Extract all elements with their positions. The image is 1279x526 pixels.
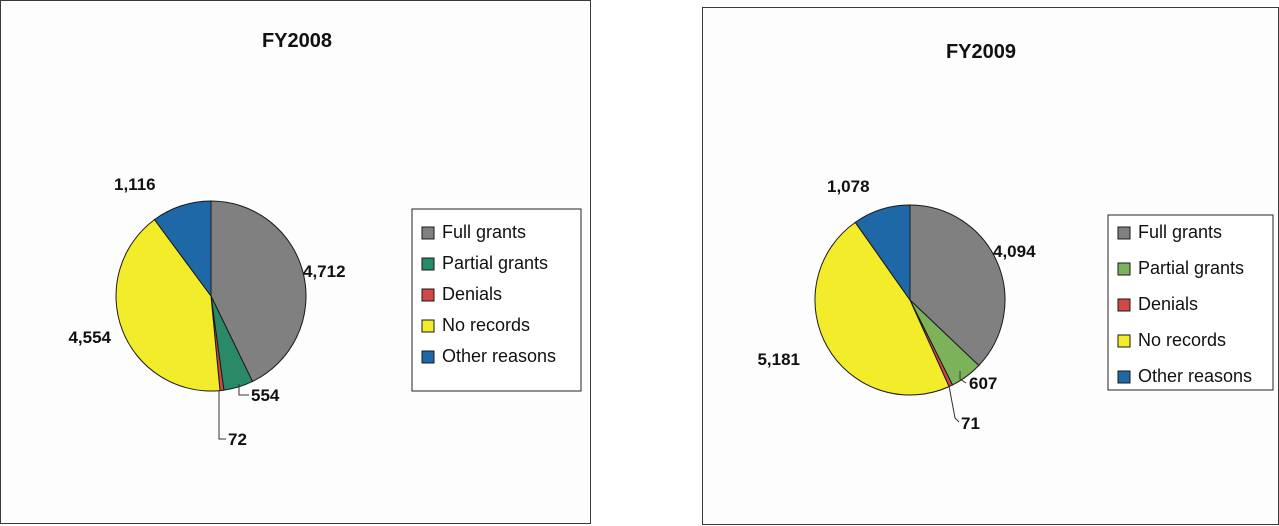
data-label: 5,181 bbox=[757, 350, 800, 369]
data-label: 71 bbox=[961, 414, 980, 433]
leader-line bbox=[959, 371, 967, 384]
legend-label-denials: Denials bbox=[442, 284, 502, 304]
pie-slice-no-records bbox=[814, 221, 950, 396]
legend-label-partial-grants: Partial grants bbox=[1138, 258, 1244, 278]
leader-line bbox=[948, 385, 960, 423]
legend-label-denials: Denials bbox=[1138, 294, 1198, 314]
pie-slice-full-grants bbox=[909, 204, 1006, 367]
legend-label-full-grants: Full grants bbox=[442, 222, 526, 242]
data-label: 1,116 bbox=[114, 175, 156, 194]
pie-slice-other-reasons bbox=[854, 204, 911, 302]
pie-slice-other-reasons bbox=[153, 200, 212, 298]
legend-swatch-no-records bbox=[1117, 334, 1131, 348]
pie-slice-full-grants bbox=[210, 200, 307, 383]
legend-swatch-denials bbox=[1117, 298, 1131, 312]
pie-slice-no-records bbox=[115, 218, 221, 392]
legend-label-partial-grants: Partial grants bbox=[442, 253, 548, 273]
chart-title: FY2008 bbox=[262, 30, 332, 52]
pie-chart-fy2008: FY2008 4,712 554 72 4,554 1,116 Full grants Pa… bbox=[68, 30, 582, 449]
pie-chart-fy2009: FY2009 4,094 607 71 5,181 1,078 Full grants Pa… bbox=[757, 41, 1274, 433]
data-label: 1,078 bbox=[827, 177, 870, 196]
data-label: 554 bbox=[251, 386, 280, 405]
legend-label-no-records: No records bbox=[1138, 330, 1226, 350]
legend-label-full-grants: Full grants bbox=[1138, 222, 1222, 242]
chart-panel-fy2008: FY2008 4,712 554 72 4,554 1,116 Full grants Pa… bbox=[0, 0, 591, 524]
legend-label-other-reasons: Other reasons bbox=[442, 346, 556, 366]
legend-swatch-no-records bbox=[421, 319, 435, 333]
legend-swatch-full-grants bbox=[421, 226, 435, 240]
data-label: 4,094 bbox=[993, 242, 1036, 261]
legend-swatch-denials bbox=[421, 288, 435, 302]
legend-swatch-partial-grants bbox=[1117, 262, 1131, 276]
legend-swatch-other-reasons bbox=[421, 350, 435, 364]
legend-swatch-other-reasons bbox=[1117, 370, 1131, 384]
data-label: 607 bbox=[969, 374, 997, 393]
data-label: 4,712 bbox=[303, 262, 346, 281]
chart-title: FY2009 bbox=[946, 41, 1016, 63]
legend-box bbox=[411, 208, 582, 392]
leader-line bbox=[218, 391, 226, 440]
legend-swatch-partial-grants bbox=[421, 257, 435, 271]
legend-label-other-reasons: Other reasons bbox=[1138, 366, 1252, 386]
data-label: 4,554 bbox=[68, 328, 111, 347]
legend-box bbox=[1107, 214, 1274, 391]
leader-line bbox=[238, 384, 249, 396]
data-label: 72 bbox=[228, 430, 247, 449]
chart-panel-fy2009: FY2009 4,094 607 71 5,181 1,078 Full grants Pa… bbox=[702, 7, 1279, 525]
legend-label-no-records: No records bbox=[442, 315, 530, 335]
legend-swatch-full-grants bbox=[1117, 226, 1131, 240]
